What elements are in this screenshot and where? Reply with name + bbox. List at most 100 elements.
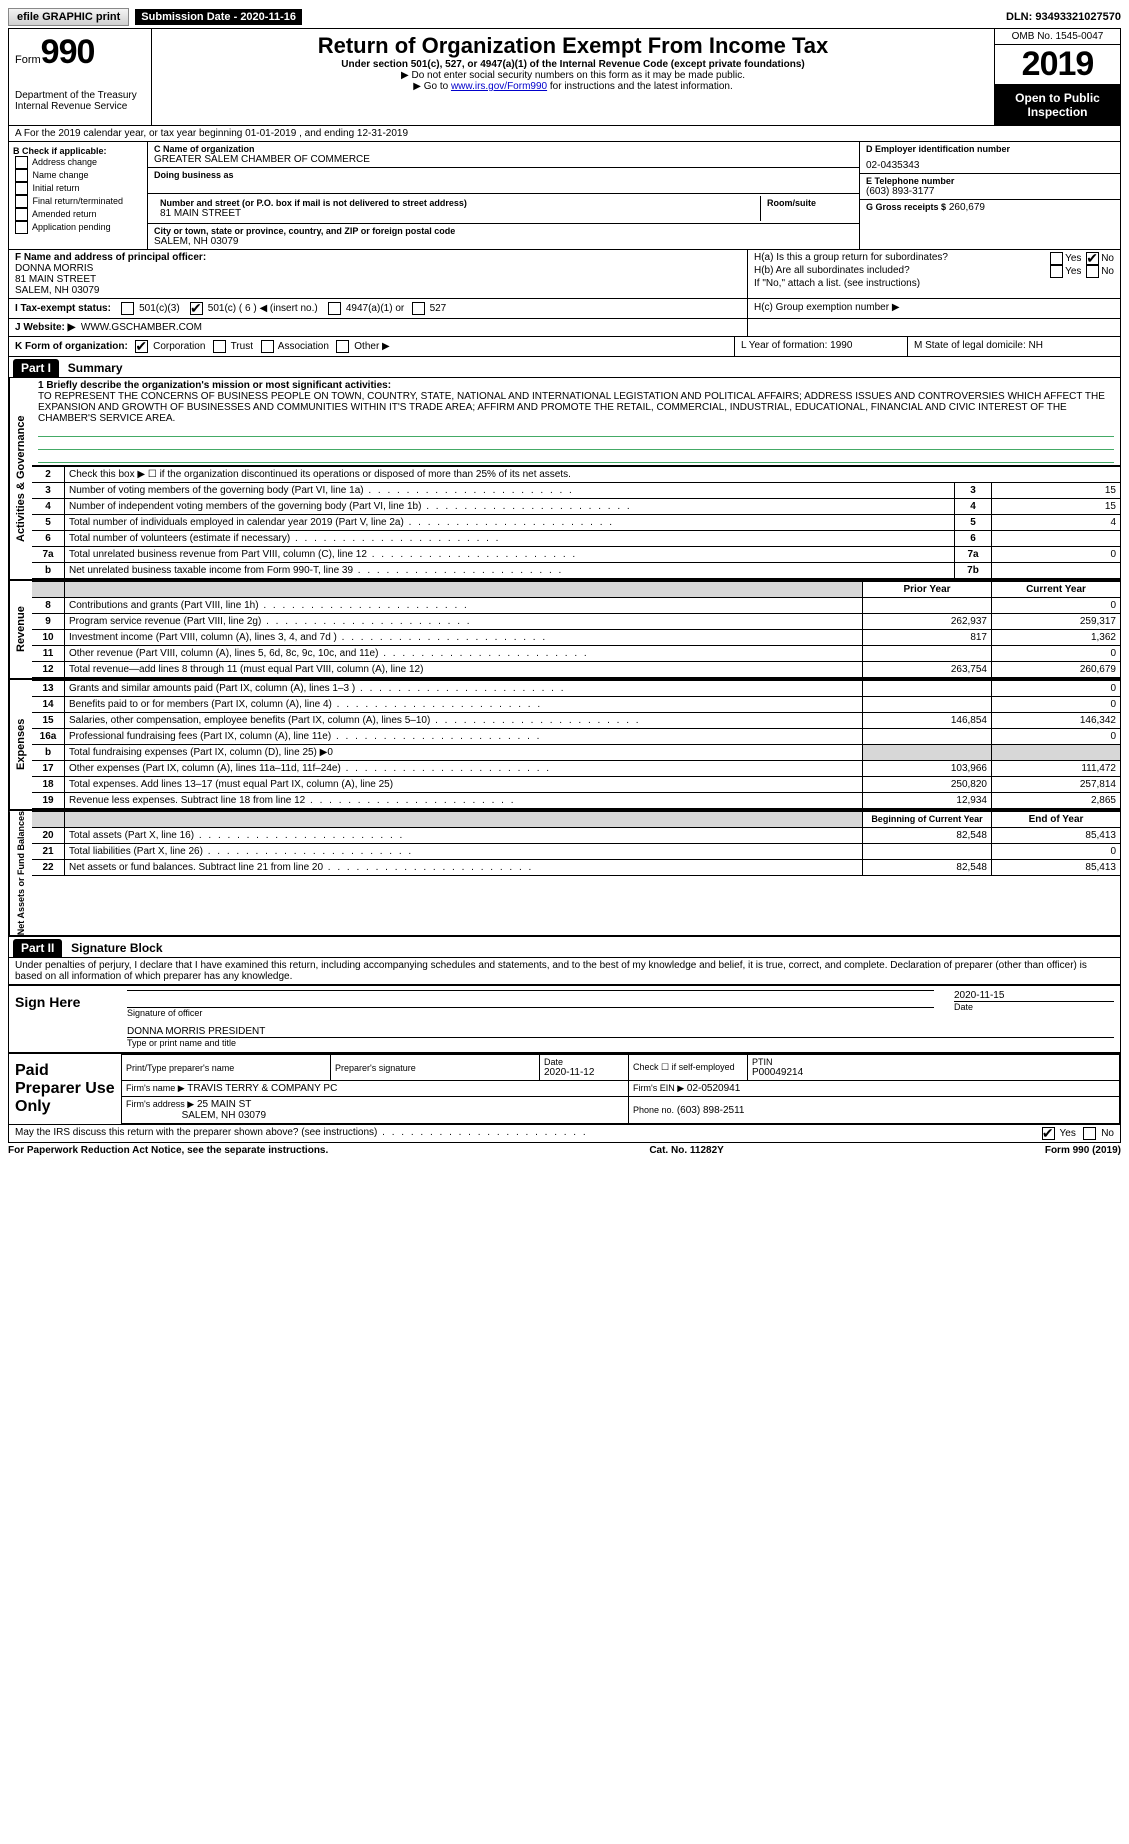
line7a-val: 0: [992, 547, 1121, 563]
chk-4947[interactable]: [328, 302, 341, 315]
chk-527[interactable]: [412, 302, 425, 315]
ha-yes[interactable]: [1050, 252, 1063, 265]
l19-c: 2,865: [992, 793, 1121, 809]
col-b-header: B Check if applicable:: [13, 146, 143, 156]
lbl-527: 527: [430, 303, 447, 314]
l20-n: 20: [32, 828, 65, 844]
top-toolbar: efile GRAPHIC print Submission Date - 20…: [8, 8, 1121, 26]
l8-txt: Contributions and grants (Part VIII, lin…: [65, 598, 863, 614]
l10-n: 10: [32, 630, 65, 646]
chk-final-return[interactable]: [15, 195, 28, 208]
l15-n: 15: [32, 713, 65, 729]
chk-501c[interactable]: [190, 302, 203, 315]
mission-text: TO REPRESENT THE CONCERNS OF BUSINESS PE…: [38, 391, 1114, 424]
l18-txt: Total expenses. Add lines 13–17 (must eq…: [65, 777, 863, 793]
ha-label: H(a) Is this a group return for subordin…: [754, 252, 948, 265]
chk-app-pending[interactable]: [15, 221, 28, 234]
firm-name-label: Firm's name ▶: [126, 1083, 185, 1093]
chk-501c3[interactable]: [121, 302, 134, 315]
l10-txt: Investment income (Part VIII, column (A)…: [65, 630, 863, 646]
discuss-yes-lbl: Yes: [1060, 1128, 1076, 1139]
efile-print-button[interactable]: efile GRAPHIC print: [8, 8, 129, 26]
ein-value: 02-0435343: [866, 160, 1114, 171]
l15-p: 146,854: [863, 713, 992, 729]
form-subtitle: Under section 501(c), 527, or 4947(a)(1)…: [160, 59, 986, 70]
l12-c: 260,679: [992, 662, 1121, 678]
sig-date-value: 2020-11-15: [954, 990, 1114, 1001]
hb-no[interactable]: [1086, 265, 1099, 278]
lbl-501c3: 501(c)(3): [139, 303, 180, 314]
chk-corp[interactable]: [135, 340, 148, 353]
telephone-value: (603) 893-3177: [866, 186, 1114, 197]
street-address: 81 MAIN STREET: [160, 208, 754, 219]
korg-row: K Form of organization: Corporation Trus…: [9, 337, 1120, 357]
mission-block: 1 Briefly describe the organization's mi…: [32, 378, 1120, 466]
lbl-corp: Corporation: [153, 341, 205, 352]
part1-title: Summary: [62, 361, 123, 375]
irs-link[interactable]: www.irs.gov/Form990: [451, 81, 547, 92]
firm-phone-label: Phone no.: [633, 1105, 674, 1115]
declaration-text: Under penalties of perjury, I declare th…: [9, 958, 1120, 984]
firm-ein-value: 02-0520941: [687, 1083, 740, 1094]
l19-p: 12,934: [863, 793, 992, 809]
chk-amended[interactable]: [15, 208, 28, 221]
chk-initial-return[interactable]: [15, 182, 28, 195]
lbl-name-change: Name change: [33, 170, 89, 180]
l16a-c: 0: [992, 729, 1121, 745]
governance-section: Activities & Governance 1 Briefly descri…: [9, 378, 1120, 579]
line7a-box: 7a: [955, 547, 992, 563]
firm-phone-value: (603) 898-2511: [677, 1105, 745, 1116]
l16a-txt: Professional fundraising fees (Part IX, …: [65, 729, 863, 745]
state-domicile: M State of legal domicile: NH: [907, 337, 1120, 356]
l14-p: [863, 697, 992, 713]
telephone-label: E Telephone number: [866, 176, 1114, 186]
side-revenue: Revenue: [9, 581, 32, 678]
line7b-box: 7b: [955, 563, 992, 579]
open-to-public: Open to Public Inspection: [995, 85, 1120, 125]
korg-label: K Form of organization:: [15, 341, 128, 352]
ein-label: D Employer identification number: [866, 144, 1114, 154]
paid-preparer-row: Paid Preparer Use Only Print/Type prepar…: [9, 1052, 1120, 1124]
chk-name-change[interactable]: [15, 169, 28, 182]
chk-other[interactable]: [336, 340, 349, 353]
tax-status-label: I Tax-exempt status:: [15, 303, 111, 314]
line3-text: Number of voting members of the governin…: [65, 483, 955, 499]
year-formation: L Year of formation: 1990: [734, 337, 907, 356]
omb-number: OMB No. 1545-0047: [995, 29, 1120, 45]
l21-b: [863, 844, 992, 860]
goto-post: for instructions and the latest informat…: [547, 81, 733, 92]
l21-e: 0: [992, 844, 1121, 860]
hb-note: If "No," attach a list. (see instruction…: [754, 278, 1114, 289]
end-year-hdr: End of Year: [992, 812, 1121, 828]
ha-no[interactable]: [1086, 252, 1099, 265]
side-governance: Activities & Governance: [9, 378, 32, 579]
gross-label: G Gross receipts $: [866, 202, 946, 212]
form-ref: Form 990 (2019): [1045, 1145, 1121, 1156]
line4-text: Number of independent voting members of …: [65, 499, 955, 515]
lbl-app-pending: Application pending: [32, 222, 111, 232]
hb-yes[interactable]: [1050, 265, 1063, 278]
chk-assoc[interactable]: [261, 340, 274, 353]
chk-trust[interactable]: [213, 340, 226, 353]
discuss-no[interactable]: [1083, 1127, 1096, 1140]
l9-p: 262,937: [863, 614, 992, 630]
l17-n: 17: [32, 761, 65, 777]
l22-n: 22: [32, 860, 65, 876]
city-state-zip: SALEM, NH 03079: [154, 236, 853, 247]
ssn-note: ▶ Do not enter social security numbers o…: [160, 70, 986, 81]
tax-status-row: I Tax-exempt status: 501(c)(3) 501(c) ( …: [9, 299, 1120, 319]
l16b-txt: Total fundraising expenses (Part IX, col…: [65, 745, 863, 761]
discuss-yes[interactable]: [1042, 1127, 1055, 1140]
dba-label: Doing business as: [154, 170, 853, 180]
hc-label: H(c) Group exemption number ▶: [747, 299, 1120, 318]
room-label: Room/suite: [761, 196, 853, 221]
line6-box: 6: [955, 531, 992, 547]
firm-addr2: SALEM, NH 03079: [182, 1110, 267, 1121]
chk-address-change[interactable]: [15, 156, 28, 169]
l17-p: 103,966: [863, 761, 992, 777]
form-word: Form: [15, 54, 41, 66]
paid-preparer-label: Paid Preparer Use Only: [9, 1054, 121, 1124]
lbl-other: Other ▶: [354, 341, 389, 352]
l14-n: 14: [32, 697, 65, 713]
ha-yes-lbl: Yes: [1065, 253, 1081, 264]
